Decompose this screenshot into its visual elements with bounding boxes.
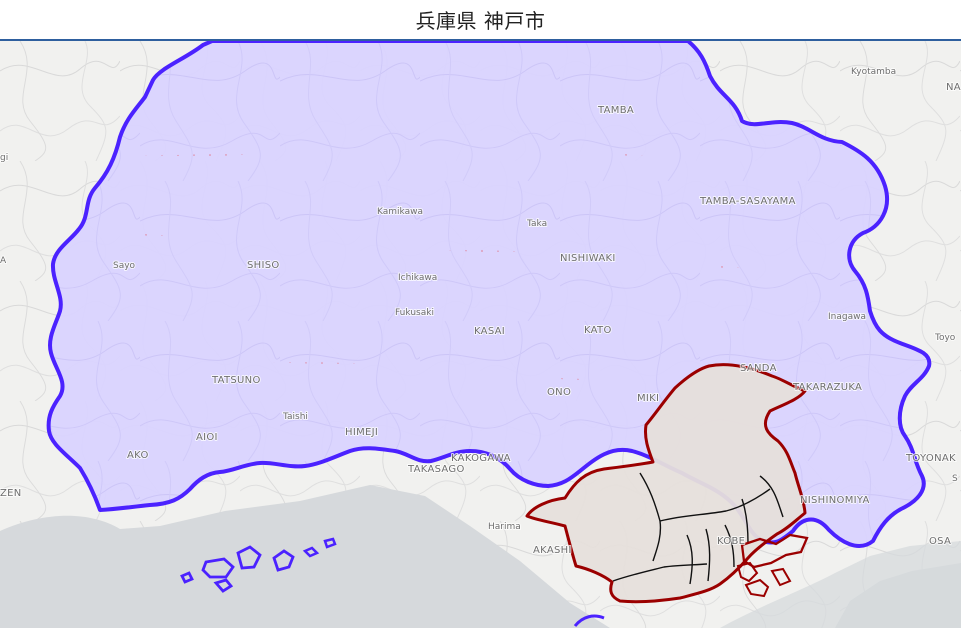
island-1 [180, 571, 194, 584]
label-osa: OSA [929, 536, 951, 547]
label-taishi: Taishi [282, 412, 308, 422]
label-a-left: A [0, 256, 7, 266]
label-na: NA [946, 82, 961, 93]
bridge-connection [573, 614, 605, 627]
artificial-island-2 [744, 578, 770, 598]
label-fukusaki: Fukusaki [395, 308, 434, 318]
page-title: 兵庫県 神戸市 [415, 9, 546, 33]
internal-boundary-3 [154, 355, 641, 388]
label-kasai: KASAI [474, 326, 505, 337]
label-tamba-sasayama: TAMBA-SASAYAMA [699, 196, 796, 207]
label-nishinomiya: NISHINOMIYA [800, 495, 870, 506]
ward-boundary-6 [741, 498, 749, 544]
kobe-city-fill[interactable] [527, 364, 805, 602]
seto-inland-sea [0, 485, 610, 628]
ward-boundary-7 [759, 475, 784, 518]
label-tatsuno: TATSUNO [211, 375, 261, 386]
label-nishiwaki: NISHIWAKI [560, 253, 616, 264]
label-akashi: AKASHI [533, 545, 572, 556]
ward-boundary-3 [686, 534, 693, 585]
label-toyo: Toyo [934, 333, 956, 343]
label-ako: AKO [127, 450, 149, 461]
bay-shading [720, 541, 961, 628]
label-inagawa: Inagawa [828, 312, 866, 322]
internal-boundary-1 [92, 145, 736, 168]
label-takarazuka: TAKARAZUKA [792, 382, 862, 393]
island-2 [201, 557, 235, 579]
rokko-island-boundary [736, 561, 759, 583]
label-kakogawa: KAKOGAWA [451, 453, 511, 464]
label-miki: MIKI [637, 393, 659, 404]
island-5 [302, 546, 320, 558]
label-shiso: SHISO [247, 260, 280, 271]
label-aioi: AIOI [196, 432, 218, 443]
label-sayo: Sayo [113, 261, 136, 271]
label-ichikawa: Ichikawa [398, 273, 437, 283]
label-gi: gi [0, 153, 8, 163]
ward-boundary-5 [724, 524, 735, 568]
island-6 [323, 537, 337, 549]
artificial-island-1 [770, 567, 792, 587]
label-zen: ZEN [0, 488, 22, 499]
label-takasago: TAKASAGO [407, 464, 465, 475]
map-canvas[interactable]: Kyotamba NA TAMBA TAMBA-SASAYAMA Kamikaw… [0, 41, 961, 628]
label-s-right: S [952, 474, 958, 484]
label-harima: Harima [488, 522, 521, 532]
island-7 [213, 578, 234, 593]
label-ono: ONO [547, 387, 571, 398]
label-kamikawa: Kamikawa [377, 207, 423, 217]
label-toyonaka: TOYONAK [905, 453, 956, 464]
label-kyotamba: Kyotamba [851, 67, 896, 77]
label-sanda: SANDA [740, 363, 777, 374]
ward-boundary-8 [612, 563, 708, 582]
label-kobe: KOBE [717, 536, 745, 547]
internal-boundary-2 [117, 230, 856, 282]
map-header: 兵庫県 神戸市 [0, 0, 961, 41]
kobe-city-boundary[interactable] [525, 363, 807, 604]
island-4 [272, 549, 295, 572]
map-viewport[interactable]: Kyotamba NA TAMBA TAMBA-SASAYAMA Kamikaw… [0, 41, 961, 628]
ward-boundary-2 [659, 488, 771, 522]
label-tamba: TAMBA [597, 105, 634, 116]
label-kato: KATO [584, 325, 612, 336]
island-3 [236, 545, 262, 570]
prefecture-boundary[interactable] [46, 41, 932, 548]
ward-boundary-4 [705, 528, 711, 582]
label-taka: Taka [526, 219, 547, 229]
label-himeji: HIMEJI [345, 427, 378, 438]
